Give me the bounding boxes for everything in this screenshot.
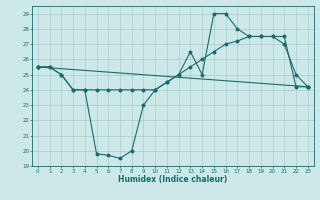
X-axis label: Humidex (Indice chaleur): Humidex (Indice chaleur) (118, 175, 228, 184)
